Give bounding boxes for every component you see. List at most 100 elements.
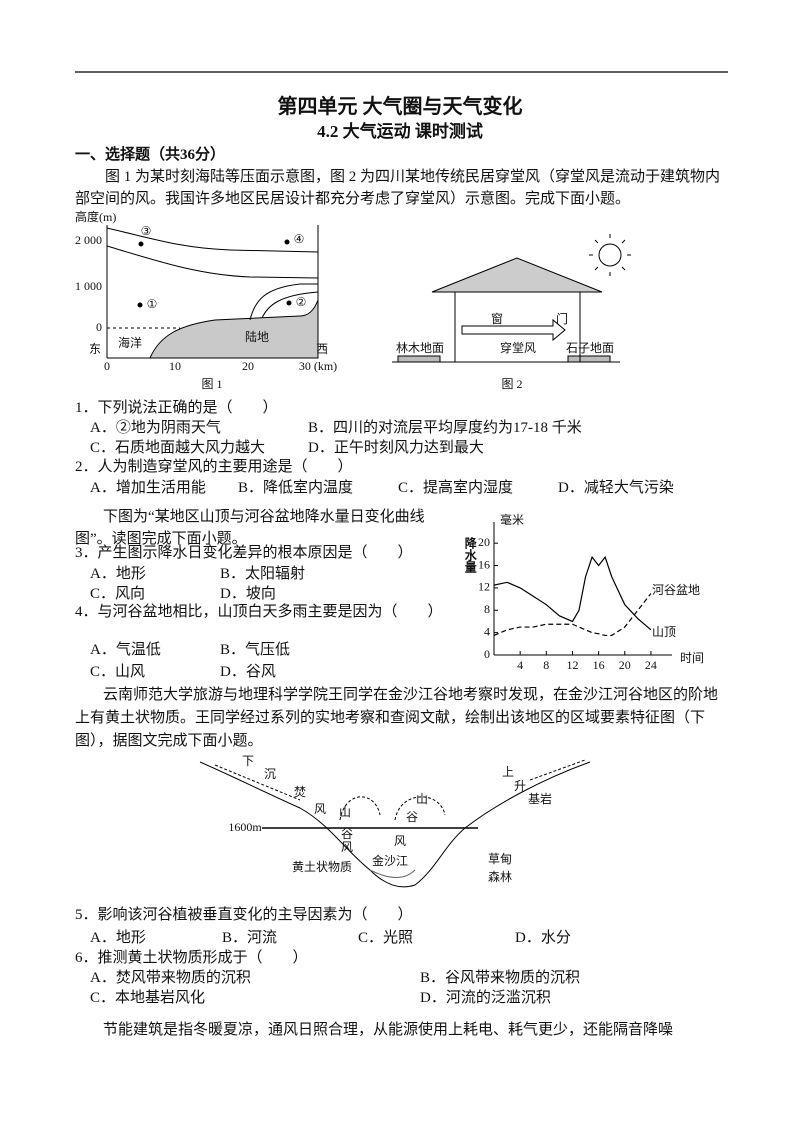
section-heading: 一、选择题（共36分） xyxy=(75,147,226,163)
option: D．谷风 xyxy=(220,664,276,680)
option: A．地形 xyxy=(90,566,146,582)
question-stem: 4．与河谷盆地相比，山顶白天多雨主要是因为（ ） xyxy=(75,604,443,620)
label: 风 xyxy=(314,802,326,816)
label: 沉 xyxy=(264,767,276,781)
label: 图 1 xyxy=(201,377,222,391)
option: B．河流 xyxy=(222,930,278,946)
label: 1 000 xyxy=(75,279,102,293)
y-tick-label: 0 xyxy=(484,647,490,661)
passage: 下图为“某地区山顶与河谷盆地降水量日变化曲线图”。读图完成下面小题。 xyxy=(75,509,425,547)
label: 图 2 xyxy=(501,377,522,391)
y-tick-label: 12 xyxy=(478,580,490,594)
option: B．气压低 xyxy=(220,642,291,658)
option: C．本地基岩风化 xyxy=(90,990,206,1006)
option: D．坡向 xyxy=(220,586,276,602)
y-tick-label: 20 xyxy=(478,535,490,549)
label: 10 xyxy=(169,359,181,373)
label: 陆地 xyxy=(245,329,269,344)
option: A．②地为阴雨天气 xyxy=(90,420,221,436)
label: 基岩 xyxy=(528,791,552,806)
question-stem: 3．产生图示降水日变化差异的根本原因是（ ） xyxy=(75,545,413,561)
x-tick-label: 4 xyxy=(517,658,523,672)
question-stem: 1．下列说法正确的是（ ） xyxy=(75,400,278,416)
label: ③ xyxy=(141,224,152,238)
label: ④ xyxy=(294,232,305,246)
line-series xyxy=(493,593,652,637)
figure-2 xyxy=(392,234,631,363)
label: 海洋 xyxy=(118,335,142,350)
line-series xyxy=(493,555,652,631)
option: B．太阳辐射 xyxy=(220,566,306,582)
label: 升 xyxy=(514,779,526,793)
label: 2 000 xyxy=(75,233,102,247)
label: 上 xyxy=(502,765,514,779)
label: 谷 xyxy=(406,810,418,824)
label: 金沙江 xyxy=(372,853,408,868)
option: A．焚风带来物质的沉积 xyxy=(90,970,251,986)
option: C．风向 xyxy=(90,586,146,602)
label: 谷 xyxy=(341,827,353,841)
label: 窗 xyxy=(491,312,503,326)
label: ① xyxy=(147,297,158,311)
label: 1600m xyxy=(228,820,262,834)
label: 0 xyxy=(96,320,102,334)
label: 30 (km) xyxy=(299,359,337,373)
option: D．减轻大气污染 xyxy=(558,480,674,496)
figure-4 xyxy=(199,759,591,888)
figure-1 xyxy=(106,225,319,359)
passage: 云南师范大学旅游与地理科学学院王同学在金沙江谷地考察时发现，在金沙江河谷地区的阶… xyxy=(75,687,719,749)
label: 下 xyxy=(242,754,254,768)
option: B．降低室内温度 xyxy=(238,480,354,496)
y-tick-label: 16 xyxy=(478,557,490,571)
series-label: 山顶 xyxy=(652,625,676,639)
label: 高度(m) xyxy=(75,209,116,224)
label: 石子地面 xyxy=(566,341,614,355)
option: D．水分 xyxy=(515,930,571,946)
y-tick-label: 4 xyxy=(484,624,490,638)
label: 森林 xyxy=(488,869,512,884)
option: C．山风 xyxy=(90,664,146,680)
label: 山 xyxy=(416,792,428,806)
option: D．河流的泛滥沉积 xyxy=(420,990,551,1006)
option: B．谷风带来物质的沉积 xyxy=(420,970,581,986)
subtitle: 4.2 大气运动 课时测试 xyxy=(317,122,483,141)
x-tick-label: 8 xyxy=(543,658,549,672)
series-label: 河谷盆地 xyxy=(652,583,700,597)
x-tick-label: 16 xyxy=(593,658,605,672)
y-unit: 毫米 xyxy=(500,512,524,527)
label: 风 xyxy=(341,840,353,854)
option: B．四川的对流层平均厚度约为17-18 千米 xyxy=(308,420,582,436)
label: 西 xyxy=(316,342,328,356)
question-stem: 5．影响该河谷植被垂直变化的主导因素为（ ） xyxy=(75,907,413,923)
x-tick-label: 12 xyxy=(566,658,578,672)
option: A．增加生活用能 xyxy=(90,480,206,496)
label: 林木地面 xyxy=(396,341,444,355)
label: 东 xyxy=(89,342,101,356)
label: 20 xyxy=(242,359,254,373)
label: 山 xyxy=(339,805,351,819)
passage: 图 1 为某时刻海陆等压面示意图，图 2 为四川某地传统民居穿堂风（穿堂风是流动… xyxy=(75,169,721,207)
y-tick-label: 8 xyxy=(484,602,490,616)
label: 焚 xyxy=(294,785,306,799)
option: C．提高室内湿度 xyxy=(398,480,514,496)
label: 门 xyxy=(556,311,568,326)
option: C．光照 xyxy=(358,930,414,946)
question-stem: 6．推测黄土状物质形成于（ ） xyxy=(75,950,308,966)
option: A．地形 xyxy=(90,930,146,946)
option: D．正午时刻风力达到最大 xyxy=(308,440,484,456)
label: 风 xyxy=(394,834,406,848)
label: 穿堂风 xyxy=(500,340,536,355)
option: A．气温低 xyxy=(90,642,161,658)
label: 黄土状物质 xyxy=(292,860,352,874)
x-tick-label: 20 xyxy=(619,658,631,672)
title: 第四单元 大气圈与天气变化 xyxy=(277,96,523,118)
option: C．石质地面越大风力越大 xyxy=(90,440,266,456)
passage: 节能建筑是指冬暖夏凉，通风日照合理，从能源使用上耗电、耗气更少，还能隔音降噪 xyxy=(103,1022,674,1038)
label: ② xyxy=(296,295,307,309)
y-label: 降水量 xyxy=(463,536,477,573)
x-tick-label: 24 xyxy=(645,658,657,672)
question-stem: 2．人为制造穿堂风的主要用途是（ ） xyxy=(75,459,353,475)
